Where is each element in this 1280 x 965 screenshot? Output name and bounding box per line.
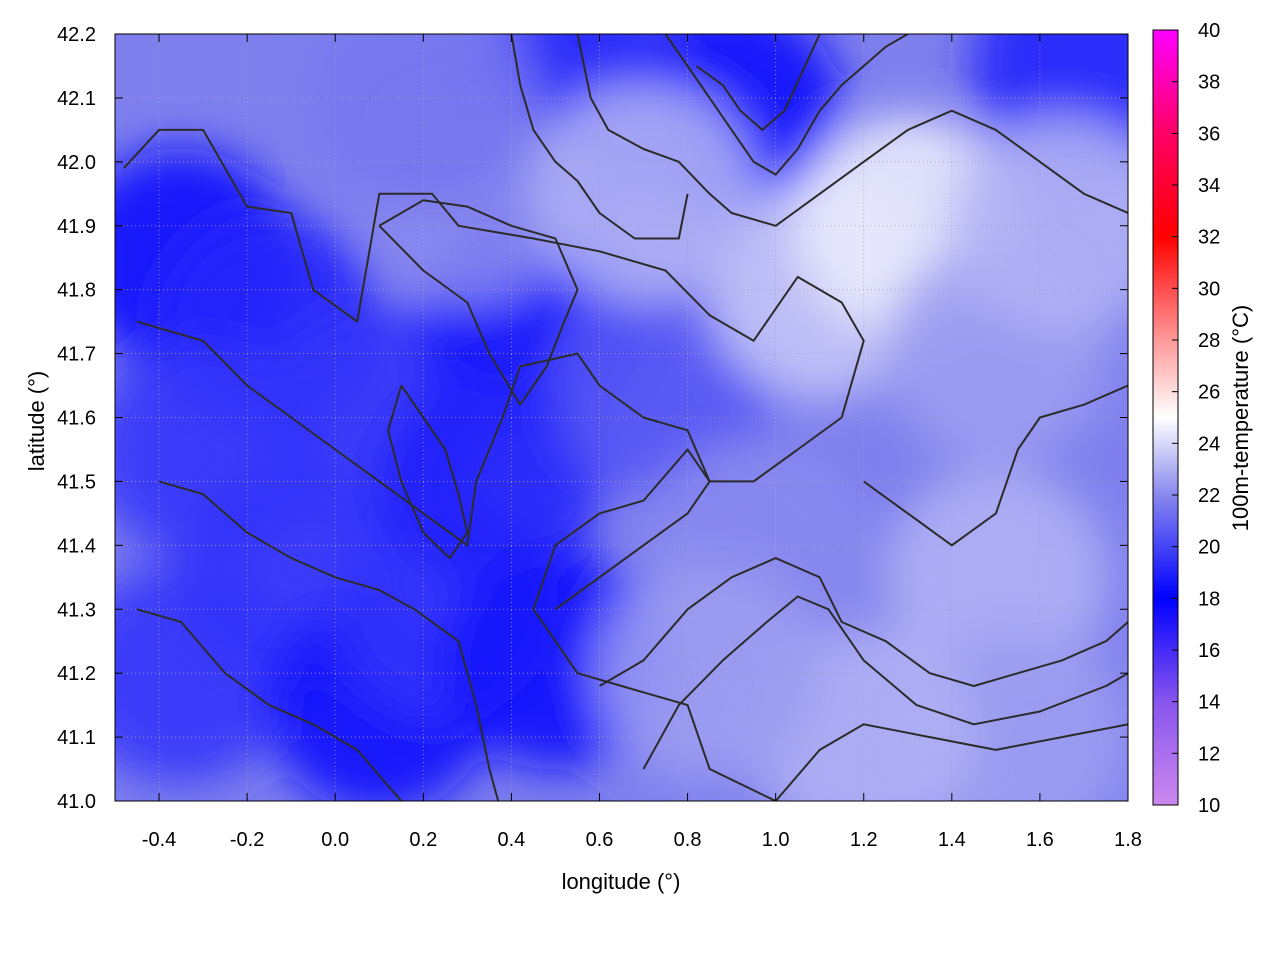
contour-line xyxy=(642,595,1128,770)
heatmap-cells xyxy=(115,34,1128,801)
colorbar-tick-label: 20 xyxy=(1198,537,1220,559)
y-tick-label: 42.0 xyxy=(57,152,96,174)
heatmap-region xyxy=(310,34,536,208)
colorbar-tick-label: 10 xyxy=(1198,795,1220,817)
x-tick-label: 0.6 xyxy=(586,829,614,851)
x-tick-label: 1.0 xyxy=(762,829,790,851)
x-tick-label: 0.0 xyxy=(321,829,349,851)
y-tick-label: 41.2 xyxy=(57,663,96,685)
colorbar-label: 100m-temperature (°C) xyxy=(1228,305,1253,531)
contour-line xyxy=(387,384,469,560)
contour-line xyxy=(598,557,1128,687)
x-tick-label: 0.4 xyxy=(497,829,525,851)
contour-line xyxy=(695,34,821,131)
y-tick-label: 41.8 xyxy=(57,280,96,302)
x-tick-label: 1.6 xyxy=(1026,829,1054,851)
y-tick-label: 42.2 xyxy=(57,24,96,46)
colorbar-ticks: 10 12 14 16 18 20 22 24 26 28 30 32 34 36 38 40 xyxy=(1172,20,1220,817)
contour-line xyxy=(136,608,403,801)
y-tick-label: 41.0 xyxy=(57,791,96,813)
colorbar-tick-label: 16 xyxy=(1198,640,1220,662)
contour-line xyxy=(158,480,500,801)
heatmap-region xyxy=(883,467,1109,687)
colorbar-tick-label: 18 xyxy=(1198,588,1220,610)
x-tick-label: 0.2 xyxy=(409,829,437,851)
y-tick-label: 42.1 xyxy=(57,88,96,110)
colorbar-tick-label: 34 xyxy=(1198,175,1220,197)
y-tick-label: 41.4 xyxy=(57,535,96,557)
colorbar-tick-label: 30 xyxy=(1198,278,1220,300)
colorbar-tick-label: 32 xyxy=(1198,227,1220,249)
contour-line xyxy=(664,34,909,176)
contour-line xyxy=(510,34,689,240)
grid-lines xyxy=(115,34,1128,801)
colorbar-tick-label: 26 xyxy=(1198,382,1220,404)
y-axis-ticks: 41.0 41.1 41.2 41.3 41.4 41.5 41.6 41.7 41.8 41.9… xyxy=(57,24,1128,813)
contour-line xyxy=(123,128,865,801)
x-tick-label: 1.2 xyxy=(850,829,878,851)
heatmap-region xyxy=(949,116,1128,336)
x-tick-label: 0.8 xyxy=(674,829,702,851)
colorbar-tick-label: 22 xyxy=(1198,485,1220,507)
colorbar: 10 12 14 16 18 20 22 24 26 28 30 32 34 36 38 40 100m-te… xyxy=(1152,20,1253,817)
y-tick-label: 41.7 xyxy=(57,344,96,366)
colorbar-tick-label: 38 xyxy=(1198,72,1220,94)
x-axis-label: longitude (°) xyxy=(562,869,681,894)
colorbar-tick-label: 28 xyxy=(1198,330,1220,352)
heatmap-region xyxy=(376,371,602,591)
contour-line xyxy=(863,384,1128,547)
contour-lines xyxy=(123,34,1128,801)
plot-area xyxy=(115,34,1128,801)
y-tick-label: 41.5 xyxy=(57,471,96,493)
heatmap-region xyxy=(115,563,294,783)
y-axis-label: latitude (°) xyxy=(24,371,49,472)
colorbar-fill xyxy=(1152,29,1179,806)
contour-line xyxy=(576,34,1128,227)
colorbar-tick-label: 24 xyxy=(1198,433,1220,455)
x-axis-ticks: -0.4 -0.2 0.0 0.2 0.4 0.6 0.8 1.0 1.2 1.4 1.6 1.8 xyxy=(142,34,1142,851)
y-tick-label: 41.3 xyxy=(57,599,96,621)
y-tick-label: 41.6 xyxy=(57,408,96,430)
colorbar-tick-label: 40 xyxy=(1198,20,1220,42)
colorbar-tick-label: 12 xyxy=(1198,743,1220,765)
x-tick-label: 1.8 xyxy=(1114,829,1142,851)
contour-line xyxy=(378,199,579,406)
y-tick-label: 41.9 xyxy=(57,216,96,238)
colorbar-tick-label: 14 xyxy=(1198,692,1220,714)
y-tick-label: 41.1 xyxy=(57,727,96,749)
contour-line xyxy=(774,723,1128,801)
colorbar-tick-label: 36 xyxy=(1198,123,1220,145)
x-tick-label: 1.4 xyxy=(938,829,966,851)
x-tick-label: -0.4 xyxy=(142,829,176,851)
x-tick-label: -0.2 xyxy=(230,829,264,851)
